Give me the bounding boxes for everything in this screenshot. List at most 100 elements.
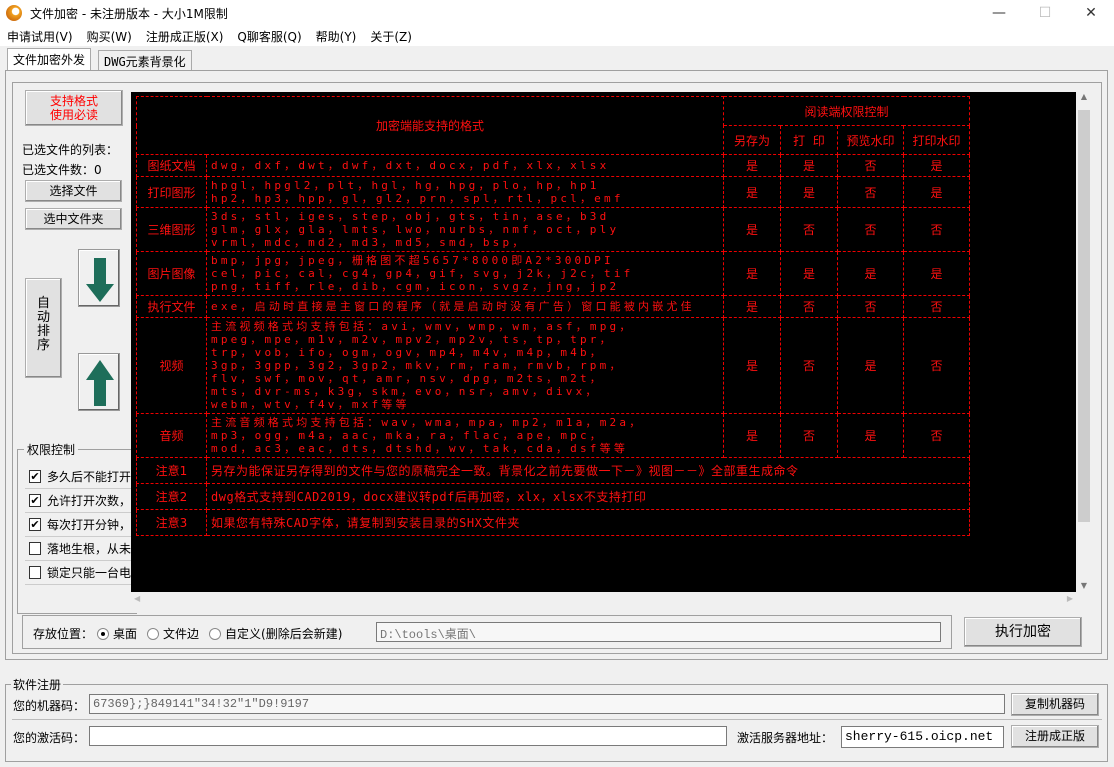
move-down-button[interactable]: [78, 249, 120, 307]
inner-panel: [12, 82, 1102, 654]
perm-value: 是: [723, 317, 781, 414]
save-location: 存放位置： 桌面 文件边 自定义(删除后会新建): [33, 625, 342, 642]
minimize-button[interactable]: —: [992, 5, 1006, 21]
note-text: dwg格式支持到CAD2019，docx建议转pdf后再加密，xlx，xlsx不…: [206, 483, 970, 510]
select-file-button[interactable]: 选择文件: [25, 180, 122, 202]
menu-bar: 申请试用(V) 购买(W) 注册成正版(X) Q聊客服(Q) 帮助(Y) 关于(…: [0, 26, 1114, 46]
perm-value: 是: [903, 251, 970, 296]
app-logo-icon: [6, 5, 22, 21]
radio-custom-label[interactable]: 自定义(删除后会新建): [225, 627, 343, 641]
table-row: 音频 主流音频格式均支持包括：wav，wma，mpa，mp2，m1a，m2a， m…: [136, 413, 970, 458]
table-row: 图纸文档 dwg，dxf，dwt，dwf，dxt，docx，pdf，xlx，xls…: [136, 154, 970, 177]
activation-code-input[interactable]: [89, 726, 727, 746]
row-label: 图片图像: [136, 251, 207, 296]
horizontal-scrollbar[interactable]: ◀ ▶: [131, 592, 1076, 608]
table-row: 三维图形 3ds，stl，iges，step，obj，gts，tin，ase，b3…: [136, 207, 970, 252]
checkbox[interactable]: ✔: [29, 470, 41, 483]
permission-label: 每次打开分钟，: [46, 518, 131, 532]
menu-buy[interactable]: 购买(W): [86, 29, 132, 44]
title-bar: 文件加密 - 未注册版本 - 大小1M限制 — ☐ ✕: [0, 0, 1114, 26]
permission-option[interactable]: 锁定只能一台电: [25, 561, 131, 585]
permission-option[interactable]: 落地生根，从未: [25, 537, 131, 561]
copy-machine-code-button[interactable]: 复制机器码: [1011, 693, 1099, 716]
scroll-left-icon[interactable]: ◀: [134, 594, 141, 603]
radio-desktop[interactable]: [97, 627, 110, 640]
scroll-up-icon[interactable]: ▲: [1080, 92, 1088, 101]
menu-trial[interactable]: 申请试用(V): [7, 29, 73, 44]
menu-register[interactable]: 注册成正版(X): [145, 29, 224, 44]
server-address-input[interactable]: sherry-615.oicp.net: [841, 726, 1004, 748]
radio-desktop-label[interactable]: 桌面: [113, 627, 138, 641]
perm-header: 预览水印: [837, 125, 904, 155]
row-label: 图纸文档: [136, 154, 207, 177]
support-btn-line1: 支持格式: [49, 94, 98, 108]
permission-option[interactable]: ✔ 多久后不能打开: [25, 465, 131, 489]
row-formats: exe，启动时直接是主窗口的程序（就是启动时没有广告）窗口能被内嵌尤佳: [206, 295, 724, 318]
perm-value: 否: [780, 413, 838, 458]
menu-about[interactable]: 关于(Z): [370, 29, 412, 44]
row-formats: 主流视频格式均支持包括：avi，wmv，wmp，wm，asf，mpg， mpeg…: [206, 317, 724, 414]
permission-option[interactable]: ✔ 每次打开分钟，: [25, 513, 131, 537]
perm-value: 是: [837, 251, 904, 296]
note-label: 注意3: [136, 509, 207, 536]
perm-value: 否: [837, 207, 904, 252]
tab-file-encrypt[interactable]: 文件加密外发: [7, 48, 92, 70]
register-button[interactable]: 注册成正版: [1011, 725, 1099, 748]
row-formats: bmp，jpg，jpeg，栅格图不超5657*8000即A2*300DPI ce…: [206, 251, 724, 296]
table-row: 视频 主流视频格式均支持包括：avi，wmv，wmp，wm，asf，mpg， mp…: [136, 317, 970, 414]
tab-dwg-background[interactable]: DWG元素背景化: [98, 50, 192, 70]
perm-value: 否: [903, 207, 970, 252]
radio-file-side[interactable]: [147, 627, 160, 640]
row-formats: 主流音频格式均支持包括：wav，wma，mpa，mp2，m1a，m2a， mp3…: [206, 413, 724, 458]
perm-value: 否: [903, 295, 970, 318]
window-title: 文件加密 - 未注册版本 - 大小1M限制: [30, 6, 228, 21]
support-formats-button[interactable]: 支持格式 使用必读: [25, 90, 123, 126]
format-info-panel: 加密端能支持的格式 阅读端权限控制 另存为打 印预览水印 打印水印 图纸文档 dwg，dx…: [131, 92, 1076, 592]
row-label: 打印图形: [136, 176, 207, 208]
permission-label: 允许打开次数，: [46, 494, 131, 508]
perm-value: 是: [723, 207, 781, 252]
menu-help[interactable]: 帮助(Y): [315, 29, 357, 44]
perm-value: 是: [837, 413, 904, 458]
scroll-thumb[interactable]: [1078, 110, 1090, 522]
register-title: 软件注册: [11, 676, 64, 693]
perm-value: 否: [837, 295, 904, 318]
perm-header: 打 印: [780, 125, 838, 155]
formats-header: 加密端能支持的格式: [136, 96, 724, 155]
register-group: [5, 684, 1108, 762]
checkbox[interactable]: ✔: [29, 518, 41, 531]
checkbox[interactable]: ✔: [29, 494, 41, 507]
row-formats: dwg，dxf，dwt，dwf，dxt，docx，pdf，xlx，xlsx: [206, 154, 724, 177]
permission-option[interactable]: ✔ 允许打开次数，: [25, 489, 131, 513]
machine-code-label: 您的机器码：: [13, 699, 86, 713]
scroll-down-icon[interactable]: ▼: [1080, 581, 1088, 590]
radio-custom[interactable]: [209, 627, 222, 640]
permission-label: 锁定只能一台电: [46, 566, 131, 580]
radio-file-side-label[interactable]: 文件边: [163, 627, 200, 641]
save-path-input[interactable]: D:\tools\桌面\: [376, 622, 941, 642]
menu-support[interactable]: Q聊客服(Q): [237, 29, 302, 44]
checkbox[interactable]: [29, 542, 41, 555]
note-row: 注意2 dwg格式支持到CAD2019，docx建议转pdf后再加密，xlx，xl…: [136, 483, 970, 510]
save-location-group: [22, 615, 952, 649]
permission-list: ✔ 多久后不能打开 ✔ 允许打开次数， ✔ 每次打开分钟， 落地生根，从未 锁定只能一台电: [25, 465, 131, 585]
row-label: 音频: [136, 413, 207, 458]
perm-header: 打印水印: [903, 125, 970, 155]
machine-code-field[interactable]: 67369};}849141"34!32"1"D9!9197: [89, 694, 1005, 714]
checkbox[interactable]: [29, 566, 41, 579]
server-label: 激活服务器地址：: [737, 731, 834, 745]
file-list-label: 已选文件的列表：: [22, 143, 119, 157]
move-up-button[interactable]: [78, 353, 120, 411]
activation-code-label: 您的激活码：: [13, 731, 86, 745]
close-button[interactable]: ✕: [1085, 5, 1097, 21]
scroll-right-icon[interactable]: ▶: [1066, 594, 1073, 603]
maximize-button[interactable]: ☐: [1038, 5, 1052, 21]
perm-value: 是: [903, 154, 970, 177]
perm-value: 否: [780, 295, 838, 318]
execute-encrypt-button[interactable]: 执行加密: [964, 617, 1082, 647]
vertical-scrollbar[interactable]: ▲ ▼: [1076, 92, 1092, 592]
perm-value: 是: [723, 413, 781, 458]
auto-sort-button[interactable]: 自动排序: [25, 278, 62, 378]
select-folder-button[interactable]: 选中文件夹: [25, 208, 122, 230]
table-row: 执行文件 exe，启动时直接是主窗口的程序（就是启动时没有广告）窗口能被内嵌尤佳是…: [136, 295, 970, 318]
